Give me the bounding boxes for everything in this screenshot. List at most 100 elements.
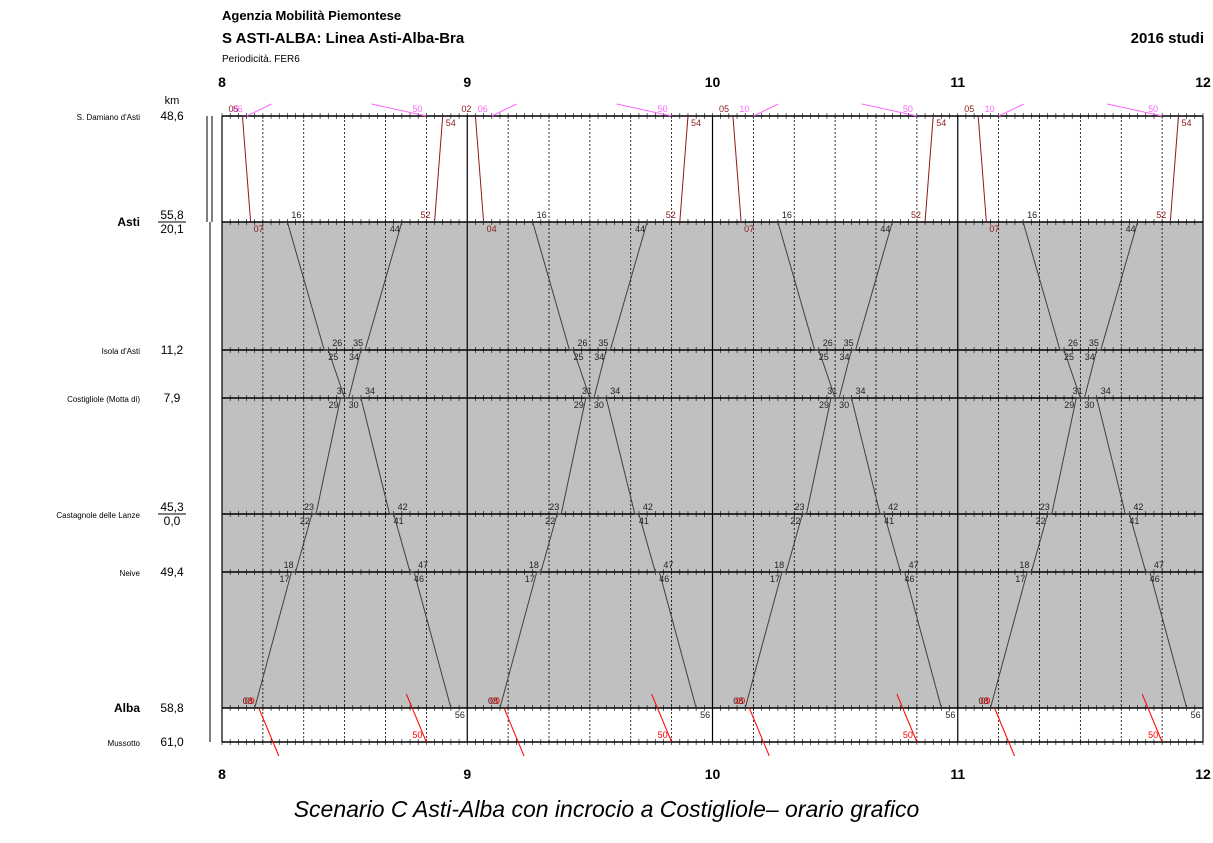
train-time-label: 08 bbox=[243, 696, 253, 706]
feeder-time-label: 52 bbox=[911, 210, 921, 220]
station-km: 20,1 bbox=[160, 222, 184, 236]
x-tick-label-bottom: 8 bbox=[218, 766, 226, 782]
x-tick-label-top: 8 bbox=[218, 74, 226, 90]
feeder-time-label: 09 bbox=[490, 696, 500, 706]
train-path bbox=[989, 221, 1139, 709]
train-time-label: 56 bbox=[1191, 710, 1201, 720]
train-time-label: 35 bbox=[353, 338, 363, 348]
feeder-time-label: 50 bbox=[1148, 104, 1158, 114]
train-time-label: 22 bbox=[300, 516, 310, 526]
feeder-time-label: 50 bbox=[412, 104, 422, 114]
feeder-path bbox=[896, 693, 918, 743]
feeder-path bbox=[246, 103, 272, 117]
feeder-path bbox=[748, 707, 770, 757]
x-tick-label-top: 11 bbox=[950, 74, 965, 90]
train-time-label: 30 bbox=[594, 400, 604, 410]
year-label: 2016 studi bbox=[1130, 30, 1204, 47]
train-time-label: 17 bbox=[1015, 574, 1025, 584]
station-km: 45,3 bbox=[160, 500, 184, 514]
train-time-label: 47 bbox=[663, 560, 673, 570]
train-time-label: 34 bbox=[1085, 352, 1095, 362]
train-time-label: 08 bbox=[978, 696, 988, 706]
station-name: Mussotto bbox=[108, 739, 141, 748]
train-time-label: 16 bbox=[782, 210, 792, 220]
train-time-label: 44 bbox=[880, 224, 890, 234]
station-km: 55,8 bbox=[160, 208, 184, 222]
train-time-label: 41 bbox=[884, 516, 894, 526]
train-time-label: 30 bbox=[1084, 400, 1094, 410]
train-path bbox=[1022, 221, 1188, 709]
figure-caption: Scenario C Asti-Alba con incrocio a Cost… bbox=[293, 796, 920, 822]
train-time-label: 46 bbox=[659, 574, 669, 584]
x-tick-label-top: 12 bbox=[1195, 74, 1211, 90]
feeder-path bbox=[753, 103, 779, 117]
train-time-label: 34 bbox=[349, 352, 359, 362]
train-path bbox=[532, 221, 697, 709]
train-time-label: 25 bbox=[819, 352, 829, 362]
feeder-time-label: 09 bbox=[735, 696, 745, 706]
train-path bbox=[254, 221, 403, 709]
feeder-time-label: 05 bbox=[228, 104, 238, 114]
feeder-time-label: 07 bbox=[744, 224, 754, 234]
x-tick-label-top: 10 bbox=[705, 74, 721, 90]
train-time-label: 16 bbox=[537, 210, 547, 220]
feeder-path bbox=[679, 115, 689, 223]
train-time-label: 22 bbox=[1036, 516, 1046, 526]
train-time-label: 46 bbox=[1150, 574, 1160, 584]
train-time-label: 46 bbox=[905, 574, 915, 584]
station-name: Castagnole delle Lanze bbox=[56, 511, 140, 520]
feeder-path bbox=[1107, 103, 1163, 117]
feeder-time-label: 04 bbox=[487, 224, 497, 234]
train-time-label: 44 bbox=[390, 224, 400, 234]
agency-name: Agenzia Mobilità Piemontese bbox=[222, 8, 402, 23]
feeder-time-label: 50 bbox=[903, 730, 913, 740]
train-time-label: 34 bbox=[839, 352, 849, 362]
feeder-path bbox=[994, 707, 1015, 757]
feeder-time-label: 06 bbox=[478, 104, 488, 114]
feeder-time-label: 52 bbox=[666, 210, 676, 220]
train-time-label: 41 bbox=[394, 516, 404, 526]
train-time-label: 23 bbox=[795, 502, 805, 512]
train-time-label: 42 bbox=[888, 502, 898, 512]
feeder-path bbox=[651, 693, 673, 743]
train-time-label: 16 bbox=[1027, 210, 1037, 220]
train-time-label: 56 bbox=[700, 710, 710, 720]
train-path bbox=[499, 221, 648, 709]
train-time-label: 22 bbox=[545, 516, 555, 526]
feeder-path bbox=[503, 707, 525, 757]
train-time-label: 29 bbox=[329, 400, 339, 410]
train-time-label: 26 bbox=[332, 338, 342, 348]
train-time-label: 29 bbox=[574, 400, 584, 410]
train-time-label: 47 bbox=[418, 560, 428, 570]
train-time-label: 18 bbox=[774, 560, 784, 570]
feeder-time-label: 54 bbox=[1181, 118, 1191, 128]
x-tick-label-bottom: 10 bbox=[705, 766, 721, 782]
feeder-time-label: 54 bbox=[936, 118, 946, 128]
train-path bbox=[744, 221, 893, 709]
feeder-time-label: 07 bbox=[989, 224, 999, 234]
x-tick-label-bottom: 11 bbox=[950, 766, 965, 782]
train-time-label: 17 bbox=[525, 574, 535, 584]
station-name: Isola d'Asti bbox=[102, 347, 141, 356]
feeder-time-label: 09 bbox=[981, 696, 991, 706]
feeder-time-label: 50 bbox=[658, 730, 668, 740]
feeder-time-label: 02 bbox=[461, 104, 471, 114]
train-time-label: 56 bbox=[945, 710, 955, 720]
train-time-label: 17 bbox=[279, 574, 289, 584]
train-time-label: 18 bbox=[1019, 560, 1029, 570]
train-time-label: 29 bbox=[819, 400, 829, 410]
feeder-time-label: 07 bbox=[254, 224, 264, 234]
feeder-time-label: 10 bbox=[739, 104, 749, 114]
timetable-chart: km 8 8 9 9 10 10 11 11 12 12 S. Damiano d'Asti 48,6 A… bbox=[56, 74, 1211, 782]
station-km: 58,8 bbox=[160, 701, 184, 715]
train-time-label: 26 bbox=[1068, 338, 1078, 348]
feeder-time-label: 05 bbox=[719, 104, 729, 114]
train-time-label: 44 bbox=[1126, 224, 1136, 234]
train-path bbox=[777, 221, 942, 709]
feeder-time-label: 52 bbox=[421, 210, 431, 220]
feeder-path bbox=[434, 115, 444, 223]
train-time-label: 17 bbox=[770, 574, 780, 584]
feeder-path bbox=[371, 103, 427, 117]
train-time-label: 35 bbox=[1089, 338, 1099, 348]
train-time-label: 29 bbox=[1064, 400, 1074, 410]
